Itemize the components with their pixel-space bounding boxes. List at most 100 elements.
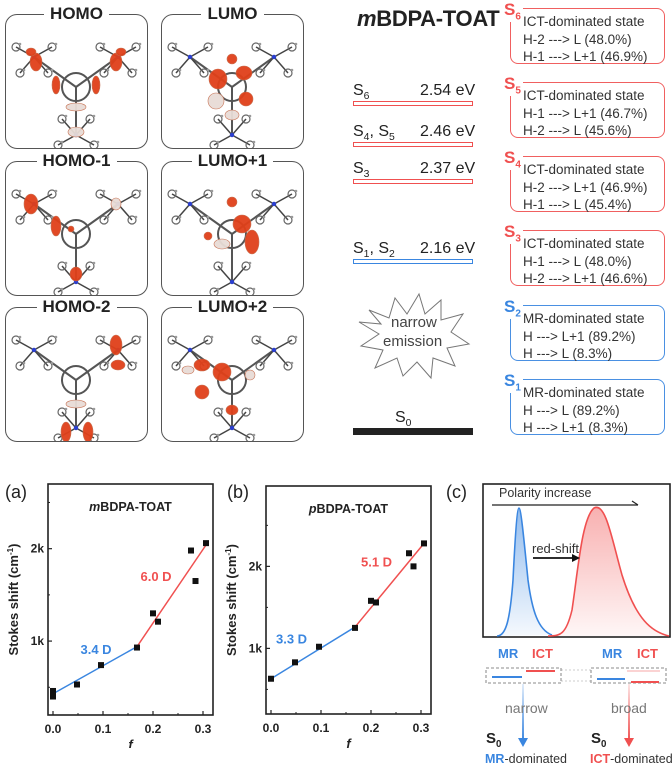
x-tick-label: 0.3 (195, 722, 212, 736)
right-mr-label: MR (602, 646, 623, 661)
state-tag: S2 (502, 297, 523, 320)
state-box: ICT-dominated state H-2 ---> L+1 (46.9%) H… (510, 156, 665, 212)
data-point (188, 547, 194, 554)
x-axis-label: f (346, 736, 352, 748)
state-t1: H-2 ---> L+1 (46.9%) (523, 179, 648, 195)
left-mr-label: MR (498, 646, 519, 661)
state-tag: S4 (502, 148, 523, 171)
molecule-icon (11, 42, 142, 148)
x-tick-label: 0.1 (95, 722, 112, 736)
orbital-panel: LUMO+1 (161, 151, 304, 296)
y-tick-label: 1k (249, 641, 263, 655)
molecule-icon (11, 189, 142, 295)
state-box: ICT-dominated state H-1 ---> L (48.0%) H-2… (510, 230, 665, 286)
level-energy: 2.46 eV (420, 123, 476, 140)
state-box: ICT-dominated state H-1 ---> L+1 (46.7%) H… (510, 82, 665, 138)
y-axis-label: Stokes shift (cm-1) (224, 544, 239, 656)
narrow-arrow (522, 684, 524, 742)
chart-a: 0.0 0.1 0.2 0.3 1k 2k 3.4 D 6.0 D mBDPA-TOAT f Sto… (6, 483, 214, 748)
ground-state-bar (353, 428, 473, 435)
fit-line (270, 626, 356, 680)
slope-annotation: 5.1 D (361, 554, 392, 569)
state-tag: S3 (502, 222, 523, 245)
burst-line1: narrow (391, 314, 437, 331)
right-s0-label: S0 (591, 730, 607, 750)
plot-frame (47, 483, 214, 716)
state-title: ICT-dominated state (523, 14, 645, 29)
x-tick-label: 0.0 (45, 722, 62, 736)
burst-line2: emission (383, 333, 443, 350)
panel-c-diagram (482, 483, 671, 747)
y-tick-label: 2k (249, 559, 263, 573)
x-axis-label: f (128, 737, 134, 748)
data-point (352, 624, 358, 631)
fit-line (354, 542, 425, 628)
orbital-panel: HOMO-1 (5, 151, 148, 296)
left-ict-label: ICT (532, 646, 553, 661)
data-point (134, 644, 140, 651)
narrow-label: narrow (505, 700, 548, 716)
slope-annotation: 3.3 D (276, 631, 307, 646)
data-point (150, 610, 156, 617)
molecule-icon (167, 335, 298, 441)
energy-level-bar (353, 179, 473, 184)
state-title: MR-dominated state (523, 385, 645, 400)
state-title: ICT-dominated state (523, 162, 645, 177)
orbital-label: LUMO (162, 4, 303, 24)
y-tick-label: 1k (31, 634, 45, 648)
data-point (74, 681, 80, 688)
orbital-label: HOMO-2 (6, 297, 147, 317)
orbital-label: HOMO (6, 4, 147, 24)
chart-title: mBDPA-TOAT (89, 500, 172, 514)
diagram-title: mBDPA-TOAT (357, 6, 500, 31)
mr-dominated-caption: MR-dominated (485, 752, 567, 766)
panel-c-label: (c) (446, 482, 467, 502)
data-point (292, 659, 298, 666)
narrow-emission-burst: narrow emission (355, 290, 475, 385)
red-shift-label: red-shift (532, 541, 579, 556)
data-point (373, 599, 379, 606)
orbital-label: HOMO-1 (6, 151, 147, 171)
ground-state-label: S0 (395, 409, 412, 430)
data-point (410, 563, 417, 570)
fit-line (136, 544, 207, 648)
orbital-panel: LUMO+2 (161, 297, 304, 442)
left-dashed-box (485, 667, 562, 684)
state-title: ICT-dominated state (523, 236, 645, 251)
molecule-icon (11, 334, 142, 441)
mr-emission-curve (496, 507, 553, 637)
state-t2: H ---> L (8.3%) (523, 346, 613, 361)
chart-b: 0.0 0.1 0.2 0.3 1k 2k 3.3 D 5.1 D pBDPA-TOAT f Sto… (224, 485, 432, 748)
starburst-icon (358, 292, 471, 380)
data-point (268, 675, 274, 682)
data-point (50, 687, 56, 694)
plot-frame (265, 485, 432, 715)
data-point (98, 662, 104, 669)
data-point (406, 550, 412, 557)
right-dashed-box (590, 667, 667, 684)
orbital-panel: LUMO (161, 4, 304, 149)
level-energy: 2.54 eV (420, 82, 476, 99)
state-box: MR-dominated state H ---> L (89.2%) H --->… (510, 379, 665, 435)
y-axis-label: Stokes shift (cm-1) (6, 544, 21, 656)
slope-annotation: 3.4 D (81, 642, 112, 657)
x-tick-label: 0.3 (413, 721, 430, 735)
state-t2: H ---> L+1 (8.3%) (523, 420, 629, 435)
chart-title: pBDPA-TOAT (308, 502, 389, 516)
data-point (155, 618, 161, 625)
state-tag: S1 (502, 371, 523, 394)
state-t1: H-1 ---> L (48.0%) (523, 253, 632, 269)
x-tick-label: 0.1 (313, 721, 330, 735)
broad-label: broad (611, 700, 647, 716)
data-point (50, 693, 56, 700)
ict-emission-curve (547, 506, 670, 637)
state-t2: H-2 ---> L (45.6%) (523, 123, 632, 138)
state-tag: S6 (502, 0, 523, 23)
data-point (421, 540, 427, 547)
y-tick-label: 2k (31, 542, 45, 556)
level-label: S1, S2 (353, 240, 395, 261)
energy-level-bar (353, 142, 473, 147)
broad-arrow (628, 684, 630, 742)
polarity-label: Polarity increase (499, 486, 592, 500)
panel-a-label: (a) (5, 482, 27, 502)
